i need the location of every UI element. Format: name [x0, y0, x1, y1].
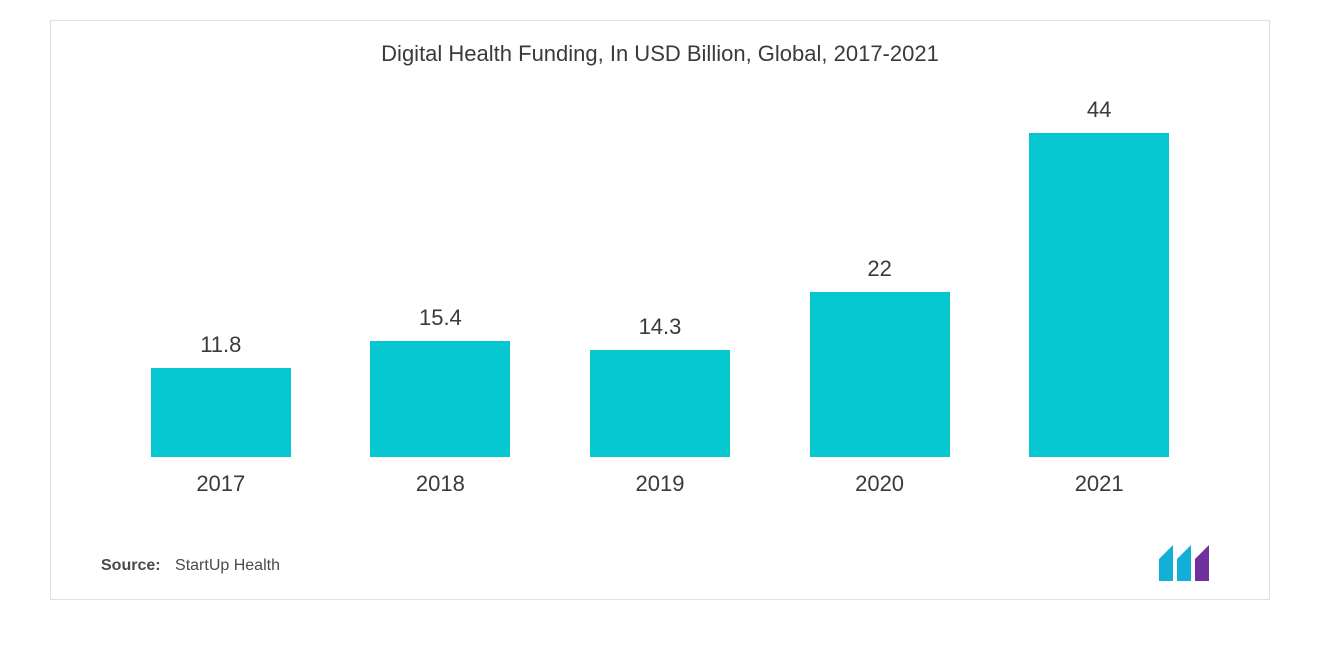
mordor-logo-icon	[1155, 545, 1209, 581]
bar	[151, 368, 291, 457]
bar-value-label: 44	[1087, 97, 1111, 123]
chart-title: Digital Health Funding, In USD Billion, …	[91, 41, 1229, 67]
bar-value-label: 14.3	[639, 314, 682, 340]
bar-slot: 44 2021	[989, 97, 1209, 497]
bar-value-label: 11.8	[200, 332, 241, 358]
source-label: Source:	[101, 557, 161, 574]
bar-category-label: 2019	[636, 471, 685, 497]
source-text: StartUp Health	[175, 557, 280, 574]
bar	[590, 350, 730, 457]
logo-bar-1	[1159, 545, 1173, 581]
source-line: Source: StartUp Health	[101, 557, 280, 575]
chart-plot-area: 11.8 2017 15.4 2018 14.3 2019 22 2020 44…	[91, 97, 1229, 497]
bar-category-label: 2017	[196, 471, 245, 497]
bar-category-label: 2020	[855, 471, 904, 497]
bar-value-label: 15.4	[419, 305, 462, 331]
bar-category-label: 2021	[1075, 471, 1124, 497]
bar	[370, 341, 510, 457]
logo-bar-2	[1177, 545, 1191, 581]
chart-container: Digital Health Funding, In USD Billion, …	[50, 20, 1270, 600]
bar-slot: 15.4 2018	[331, 97, 551, 497]
bar	[810, 292, 950, 457]
bar-slot: 14.3 2019	[550, 97, 770, 497]
bar-slot: 22 2020	[770, 97, 990, 497]
bar-slot: 11.8 2017	[111, 97, 331, 497]
logo-bar-3	[1195, 545, 1209, 581]
bar	[1029, 133, 1169, 457]
bar-category-label: 2018	[416, 471, 465, 497]
bar-value-label: 22	[867, 256, 891, 282]
